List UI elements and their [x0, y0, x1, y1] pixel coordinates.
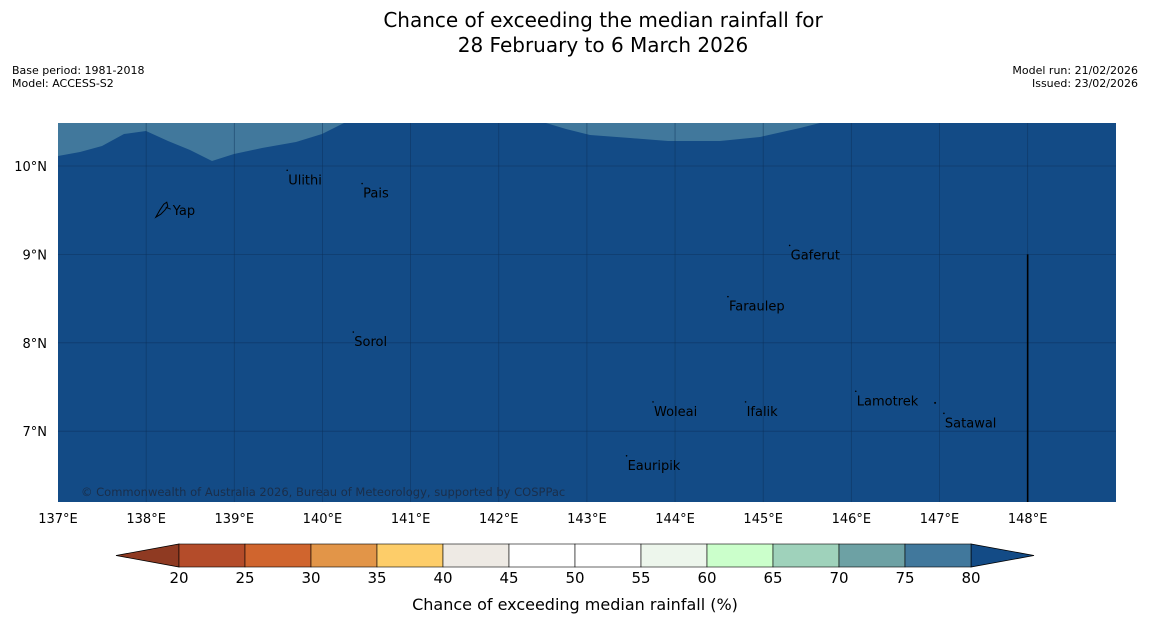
colorbar-segment — [508, 543, 576, 568]
latitude-tick-label: 10°N — [14, 160, 47, 175]
colorbar-tick-label: 30 — [301, 569, 320, 587]
colorbar-tick-label: 50 — [565, 569, 584, 587]
longitude-tick-label: 141°E — [391, 512, 431, 527]
colorbar-tick-label: 20 — [169, 569, 188, 587]
colorbar: 20 25 30 35 40 45 50 55 60 65 70 75 80 Chance of exce… — [115, 543, 1035, 614]
map-area: Yap Ulithi Pais Gaferut Faraulep Sorol Woleai I… — [14, 123, 1116, 527]
atoll-marker — [934, 401, 937, 404]
colorbar-segment — [310, 543, 378, 568]
place-marker — [943, 412, 945, 415]
title-line-2: 28 February to 6 March 2026 — [457, 33, 749, 57]
colorbar-segment — [640, 543, 708, 568]
colorbar-segment — [772, 543, 840, 568]
colorbar-low-extension — [115, 543, 180, 568]
place-marker — [352, 331, 355, 333]
place-marker — [854, 390, 857, 393]
colorbar-high-extension — [970, 543, 1035, 568]
colorbar-tick-label: 55 — [631, 569, 650, 587]
place-label: Ifalik — [747, 405, 779, 420]
place-label: Ulithi — [288, 173, 322, 188]
place-label: Lamotrek — [857, 394, 919, 409]
colorbar-segment — [574, 543, 642, 568]
place-label: Gaferut — [791, 248, 840, 263]
model-name: Model: ACCESS-S2 — [12, 77, 114, 90]
longitude-tick-label: 140°E — [303, 512, 343, 527]
map-title: Chance of exceeding the median rainfall … — [0, 8, 1150, 58]
latitude-tick-label: 9°N — [23, 248, 48, 263]
longitude-tick-label: 143°E — [567, 512, 607, 527]
meta-left: Base period: 1981-2018 Model: ACCESS-S2 — [12, 64, 144, 90]
yap-island-outline — [154, 201, 171, 219]
colorbar-segment — [838, 543, 906, 568]
colorbar-segment — [376, 543, 444, 568]
place-label: Pais — [363, 187, 389, 202]
colorbar-segment — [442, 543, 510, 568]
copyright-notice: © Commonwealth of Australia 2026, Bureau… — [81, 485, 565, 499]
longitude-tick-label: 146°E — [832, 512, 872, 527]
colorbar-tick-label: 70 — [829, 569, 848, 587]
longitude-tick-label: 148°E — [1008, 512, 1048, 527]
colorbar-tick-label: 25 — [235, 569, 254, 587]
place-marker — [625, 454, 628, 457]
longitude-tick-label: 139°E — [215, 512, 255, 527]
colorbar-segment — [244, 543, 312, 568]
longitude-tick-label: 147°E — [920, 512, 960, 527]
place-label: Sorol — [354, 335, 387, 350]
colorbar-tick-label: 40 — [433, 569, 452, 587]
place-label: Satawal — [945, 416, 997, 431]
region-75-80 — [58, 123, 820, 161]
colorbar-segment — [178, 543, 246, 568]
longitude-tick-label: 145°E — [743, 512, 783, 527]
colorbar-tick-label: 80 — [961, 569, 980, 587]
longitude-tick-label: 137°E — [38, 512, 78, 527]
longitude-tick-label: 142°E — [479, 512, 519, 527]
colorbar-tick-label: 45 — [499, 569, 518, 587]
place-marker — [727, 295, 729, 298]
colorbar-tick-label: 35 — [367, 569, 386, 587]
latitude-tick-label: 7°N — [23, 425, 48, 440]
colorbar-segment — [904, 543, 972, 568]
place-marker — [744, 401, 747, 403]
title-line-1: Chance of exceeding the median rainfall … — [383, 8, 823, 32]
place-label: Woleai — [654, 405, 697, 420]
colorbar-tick-label: 75 — [895, 569, 914, 587]
place-marker — [652, 401, 654, 403]
place-label: Faraulep — [729, 300, 785, 315]
colorbar-segment — [706, 543, 774, 568]
place-label: Eauripik — [628, 459, 681, 474]
longitude-tick-label: 138°E — [126, 512, 166, 527]
place-marker — [286, 169, 288, 172]
base-period: Base period: 1981-2018 — [12, 64, 145, 77]
issued-date: Issued: 23/02/2026 — [1031, 77, 1138, 90]
place-label: Yap — [172, 204, 195, 219]
longitude-tick-label: 144°E — [655, 512, 695, 527]
meta-right: Model run: 21/02/2026 Issued: 23/02/2026 — [1012, 64, 1138, 90]
colorbar-tick-label: 65 — [763, 569, 782, 587]
place-marker — [788, 244, 791, 247]
colorbar-title: Chance of exceeding median rainfall (%) — [412, 595, 738, 614]
place-marker — [361, 182, 363, 185]
latitude-tick-label: 8°N — [23, 337, 48, 352]
colorbar-tick-label: 60 — [697, 569, 716, 587]
model-run: Model run: 21/02/2026 — [1012, 64, 1138, 77]
